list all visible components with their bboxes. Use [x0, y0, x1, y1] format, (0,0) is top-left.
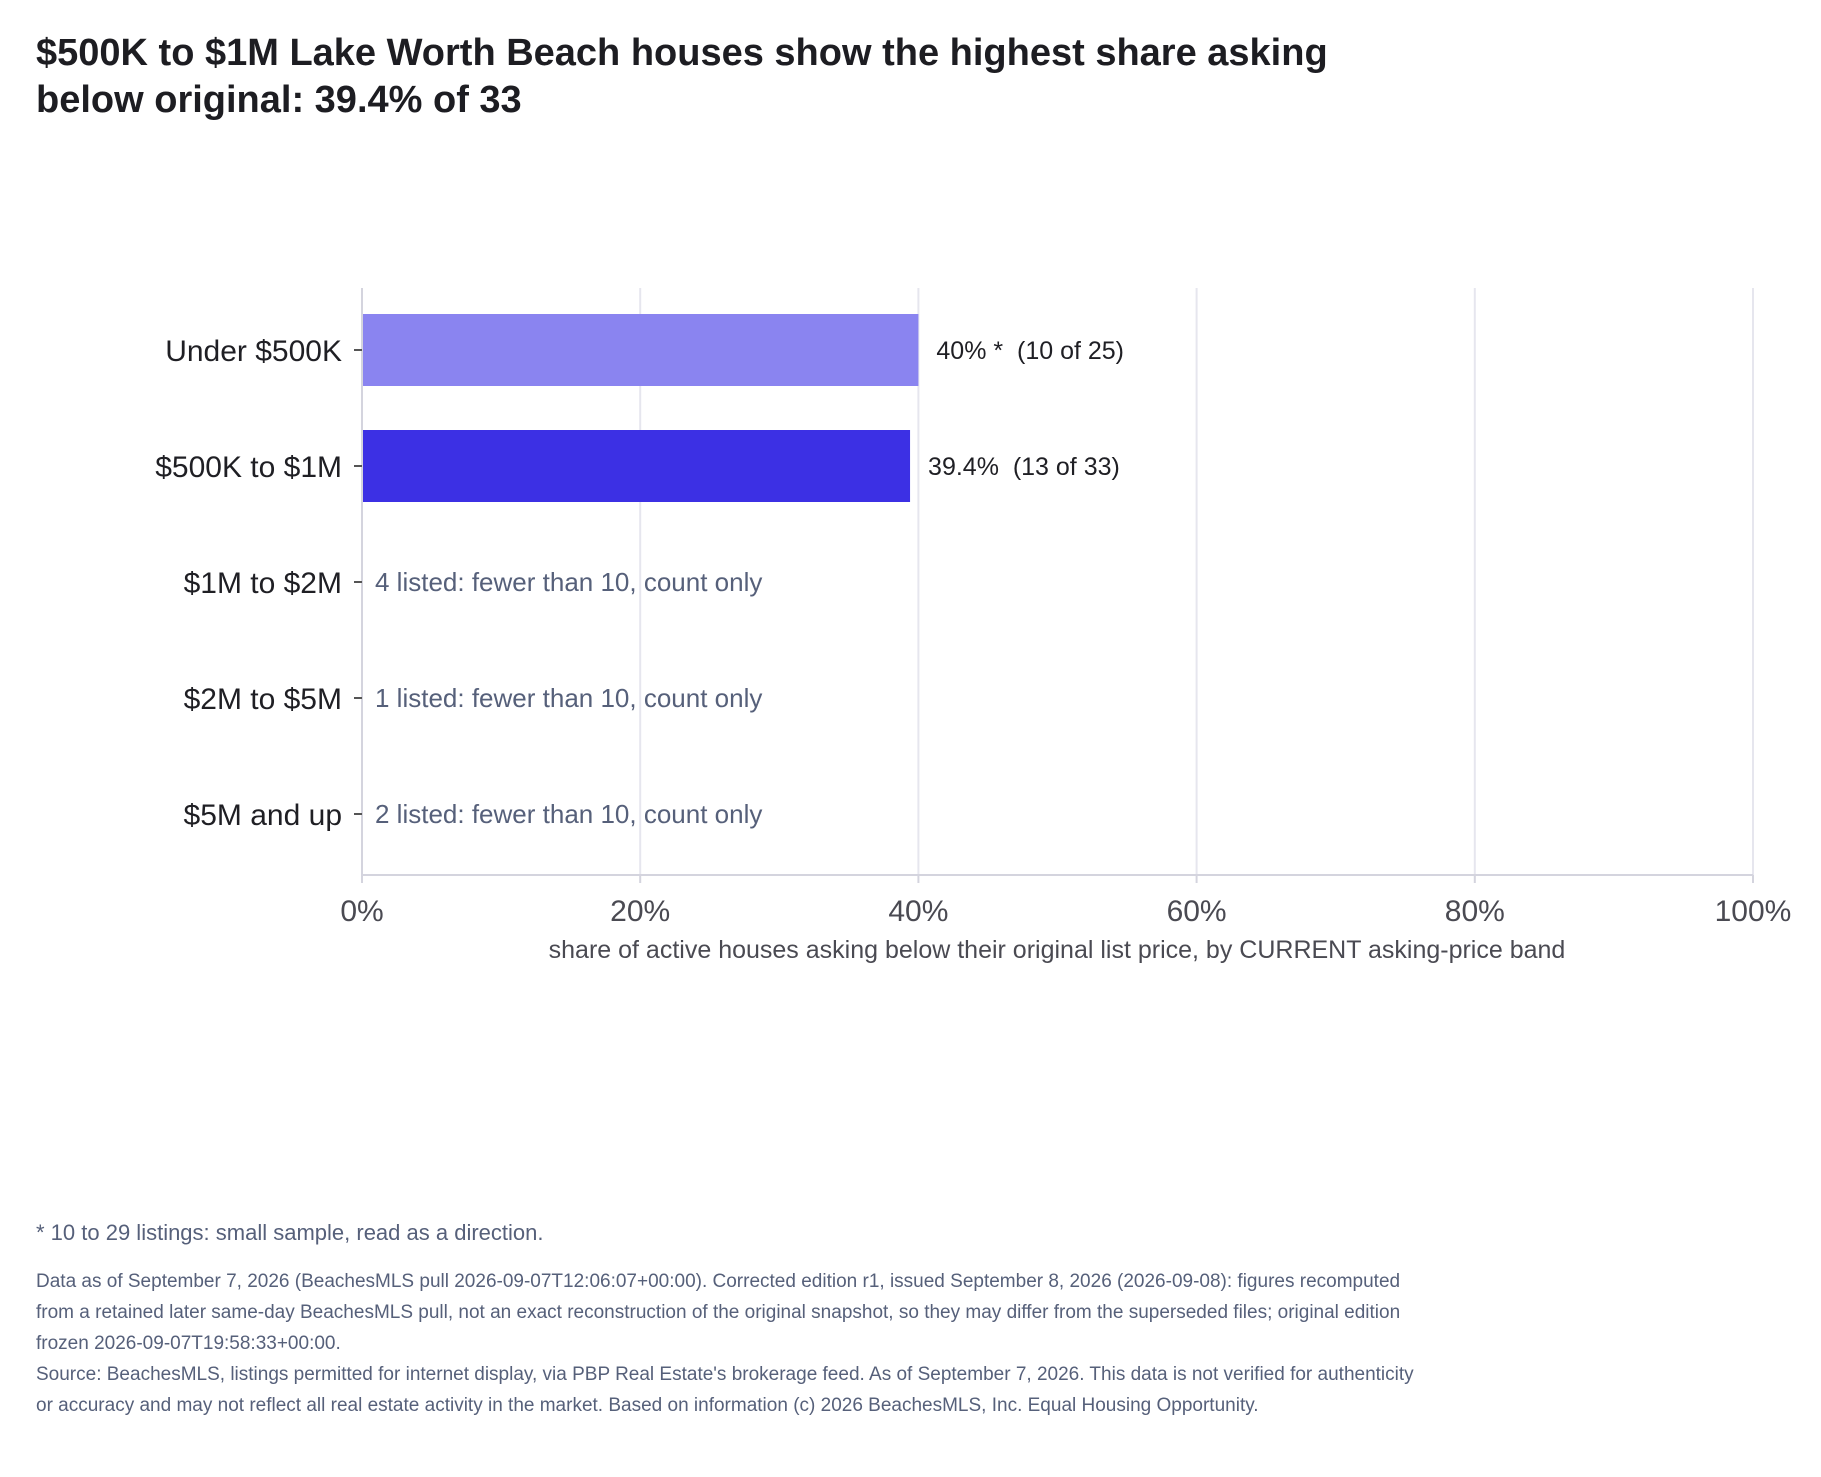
- x-tick-label: 0%: [340, 895, 383, 928]
- x-axis-title: share of active houses asking below thei…: [549, 936, 1566, 964]
- category-label: $500K to $1M: [155, 451, 342, 484]
- footnote: * 10 to 29 listings: small sample, read …: [36, 1220, 544, 1245]
- page-title: $500K to $1M Lake Worth Beach houses sho…: [36, 32, 1328, 121]
- source-note: Source: BeachesMLS, listings permitted f…: [36, 1364, 1414, 1416]
- source-notes: Data as of September 7, 2026 (BeachesMLS…: [36, 1266, 1416, 1421]
- category-label: $1M to $2M: [184, 567, 342, 600]
- bars: [362, 314, 919, 502]
- bar: [362, 430, 911, 502]
- x-tick-label: 80%: [1445, 895, 1505, 928]
- x-tick-label: 20%: [610, 895, 670, 928]
- x-tick-label: 40%: [888, 895, 948, 928]
- axes: [354, 288, 1754, 883]
- data-as-of-note: Data as of September 7, 2026 (BeachesMLS…: [36, 1271, 1401, 1354]
- count-only-label: 2 listed: fewer than 10, count only: [375, 799, 762, 829]
- bar: [362, 314, 919, 386]
- bar-value-label: 40% * (10 of 25): [936, 337, 1124, 365]
- count-only-label: 4 listed: fewer than 10, count only: [375, 567, 762, 597]
- category-label: $5M and up: [184, 799, 342, 832]
- count-only-label: 1 listed: fewer than 10, count only: [375, 683, 762, 713]
- x-tick-label: 60%: [1167, 895, 1227, 928]
- labels: 0% 20% 40% 60% 80% 100% Under $500K 40% * (10 o…: [155, 335, 1791, 928]
- x-tick-label: 100%: [1715, 895, 1792, 928]
- category-label: Under $500K: [165, 335, 342, 368]
- category-label: $2M to $5M: [184, 683, 342, 716]
- bar-chart: 0% 20% 40% 60% 80% 100% Under $500K 40% * (10 o…: [155, 288, 1791, 964]
- bar-value-label: 39.4% (13 of 33): [928, 453, 1120, 481]
